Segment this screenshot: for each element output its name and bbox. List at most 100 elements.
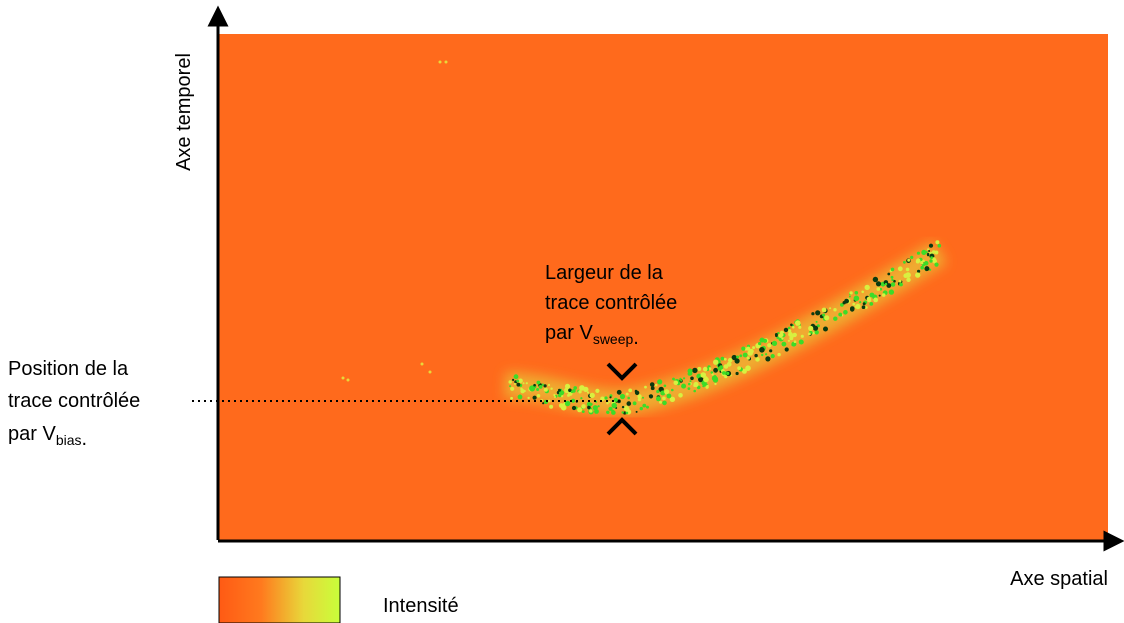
trace-dot (693, 384, 696, 387)
trace-dot (890, 282, 896, 287)
trace-dot (623, 411, 627, 415)
trace-dot (644, 385, 647, 389)
trace-dot (916, 251, 921, 255)
trace-dot (571, 398, 576, 403)
trace-dot (627, 396, 630, 400)
trace-dot (702, 384, 705, 388)
trace-dot (920, 260, 924, 265)
trace-dot (696, 385, 701, 390)
trace-dot (669, 396, 676, 402)
noise-dot (420, 362, 424, 366)
trace-dot (678, 393, 683, 398)
trace-dot (886, 283, 892, 288)
trace-dot (866, 296, 872, 302)
trace-dots (341, 60, 942, 415)
trace-dot (511, 378, 515, 381)
trace-dot (570, 390, 574, 394)
trace-dot (741, 368, 747, 374)
trace-dot (541, 383, 544, 386)
trace-dot (510, 386, 515, 391)
trace-dot (538, 385, 543, 389)
trace-dot (523, 389, 526, 393)
trace-dot (861, 305, 866, 310)
trace-dot (767, 343, 772, 348)
trace-dot (815, 310, 821, 316)
trace-dot (600, 396, 605, 402)
trace-dot (791, 343, 794, 347)
trace-dot (780, 333, 784, 337)
trace-dot (800, 334, 804, 338)
noise-dot (438, 60, 442, 64)
trace-dot (554, 396, 556, 398)
trace-dot (606, 402, 609, 405)
suffix: . (633, 327, 639, 349)
trace-dot (783, 327, 789, 333)
trace-dot (792, 326, 795, 329)
trace-dot (516, 379, 520, 383)
trace-dot (527, 396, 530, 400)
trace-dot (711, 373, 714, 376)
trace-dot (632, 401, 637, 406)
trace-dot (864, 306, 868, 309)
trace-dot (873, 297, 879, 303)
trace-dot (609, 396, 612, 399)
trace-dot (589, 392, 595, 399)
trace-dot (775, 334, 778, 337)
trace-dot (833, 316, 838, 321)
trace-dot (687, 372, 692, 376)
trace-dot (787, 326, 791, 330)
trace-dot (776, 336, 779, 339)
trace-dot (890, 267, 895, 272)
trace-dot (690, 376, 694, 381)
trace-dot (884, 282, 888, 286)
trace-dot (592, 405, 598, 411)
trace-dot (905, 267, 910, 272)
trace-dot (822, 313, 826, 317)
trace-dot (777, 352, 781, 357)
trace-dot (781, 341, 787, 347)
trace-dot (927, 254, 930, 257)
trace-dot (807, 332, 811, 336)
trace-dot (934, 262, 939, 267)
trace-dot (688, 382, 691, 386)
trace-dot (659, 400, 662, 404)
trace-dot (878, 294, 881, 297)
trace-dot (869, 292, 875, 298)
trace-dot (621, 405, 625, 409)
trace-dot (723, 357, 727, 361)
trace-dot (692, 367, 698, 374)
trace-dot (663, 384, 667, 388)
trace-dot (770, 354, 775, 359)
trace-dot (929, 268, 932, 271)
trace-dot (824, 315, 830, 321)
trace-dot (536, 394, 541, 398)
trace-dot (657, 379, 663, 385)
trace-dot (843, 310, 848, 315)
trace-dot (910, 255, 914, 259)
trace-dot (606, 410, 610, 414)
trace-dot (917, 269, 921, 273)
trace-dot (823, 326, 828, 332)
trace-dot (915, 272, 921, 278)
trace-dot (814, 330, 819, 335)
trace-dot (557, 388, 561, 392)
trace-dot (897, 266, 903, 272)
trace-dot (543, 384, 547, 388)
trace-dot (932, 258, 937, 264)
trace-dot (726, 371, 730, 375)
trace-dot (625, 407, 630, 412)
trace-dot (608, 406, 613, 411)
trace-dot (713, 367, 718, 373)
trace-dot (581, 410, 585, 413)
trace-dot (719, 365, 724, 370)
trace-dot (700, 372, 707, 378)
trace-dot (746, 346, 751, 351)
annotation-line: Largeur de la (545, 262, 664, 284)
trace-dot (793, 333, 797, 337)
trace-dot (666, 393, 672, 399)
annotation-line: trace contrôlée (8, 390, 140, 412)
trace-dot (608, 400, 611, 403)
trace-dot (821, 307, 827, 313)
annotation-text: par V (8, 423, 56, 445)
trace-dot (702, 366, 708, 372)
